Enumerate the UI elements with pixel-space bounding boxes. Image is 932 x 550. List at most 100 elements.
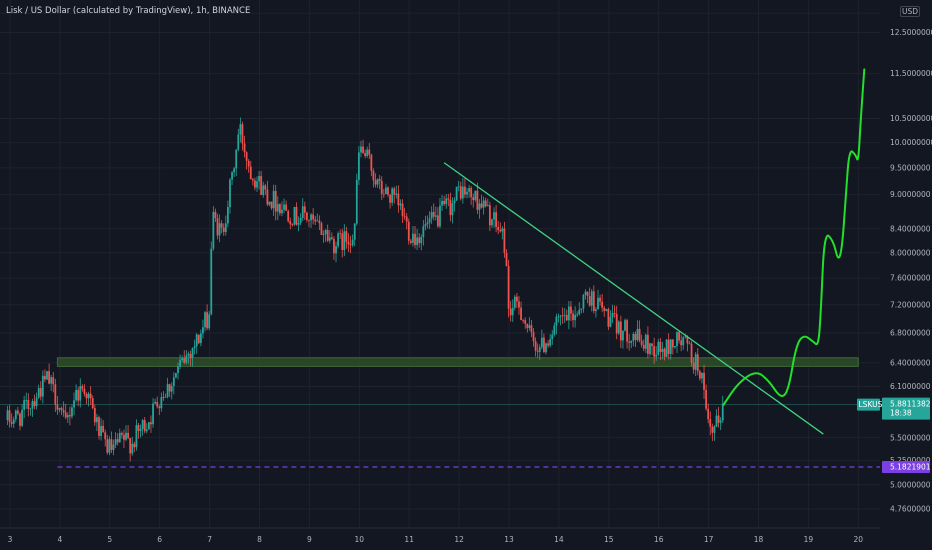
candle-body (152, 403, 154, 425)
candle-body (66, 415, 69, 418)
projection-path[interactable] (722, 68, 866, 406)
candle-body (44, 375, 46, 380)
candle-body (343, 231, 346, 250)
symbol-tag-label: LSKUSD (859, 400, 889, 409)
candle-body (17, 410, 19, 414)
candle-body (62, 410, 65, 413)
candle-body (382, 193, 385, 195)
candle-body (328, 237, 331, 241)
candle-body (71, 407, 73, 417)
candle-body (592, 291, 595, 312)
time-tick-label: 13 (504, 535, 514, 544)
candles-layer (6, 117, 724, 462)
candle-body (653, 346, 656, 357)
chart-title: Lisk / US Dollar (calculated by TradingV… (6, 6, 251, 16)
candle-body (73, 400, 75, 408)
candle-body (102, 425, 105, 433)
candle-body (306, 212, 308, 220)
candle-body (370, 154, 373, 171)
candle-body (657, 341, 660, 355)
drawings-layer (57, 68, 880, 468)
candle-body (701, 372, 703, 379)
candle-body (399, 203, 402, 206)
candle-body (222, 227, 225, 233)
candle-body (81, 386, 84, 389)
candle-body (493, 212, 495, 220)
candle-body (661, 348, 664, 353)
candle-body (37, 388, 40, 398)
time-tick-label: 16 (654, 535, 664, 544)
candle-body (260, 175, 263, 196)
candle-body (499, 230, 502, 232)
candle-body (563, 315, 566, 316)
candle-body (58, 408, 61, 410)
price-axis[interactable]: 12.5000000 11.5000000 10.5000000 10.0000000… (880, 0, 932, 550)
candle-body (249, 166, 252, 180)
support-zone-rect[interactable] (56, 357, 859, 367)
currency-unit-button[interactable]: USD (900, 6, 920, 17)
candle-body (141, 420, 144, 430)
candle-body (385, 187, 387, 195)
candle-body (719, 420, 722, 423)
candle-body (191, 348, 194, 358)
candle-body (54, 384, 57, 405)
descending-trendline[interactable] (443, 162, 824, 435)
candle-body (584, 291, 587, 295)
candle-body (678, 332, 680, 341)
candle-body (663, 348, 666, 357)
price-tick-label: 10.5000000 (890, 114, 932, 123)
candle-body (237, 134, 240, 150)
time-axis[interactable]: 3 4 5 6 7 8 9 10 11 12 13 14 15 16 17 18 19 20 (0, 527, 932, 550)
candle-body (684, 336, 687, 338)
price-tick-label: 8.0000000 (890, 248, 931, 257)
candle-body (688, 343, 691, 345)
candle-body (93, 407, 96, 423)
candle-body (125, 432, 127, 440)
candle-body (193, 346, 196, 349)
candle-body (638, 328, 641, 341)
candle-body (696, 354, 699, 372)
candle-body (505, 252, 508, 267)
candle-body (482, 200, 485, 208)
candle-body (322, 234, 325, 236)
candle-body (368, 149, 371, 155)
candle-body (534, 341, 537, 351)
candle-body (565, 315, 568, 321)
candle-body (605, 309, 608, 311)
candle-body (123, 434, 125, 440)
candle-body (397, 193, 400, 206)
candle-body (447, 198, 450, 200)
candle-body (441, 200, 443, 206)
candle-body (35, 397, 38, 407)
candle-body (491, 219, 493, 226)
candle-body (68, 415, 71, 417)
candle-body (434, 215, 437, 217)
candle-body (258, 175, 260, 182)
candle-body (110, 439, 113, 451)
candle-body (347, 241, 350, 245)
candle-body (551, 334, 554, 340)
candle-body (175, 373, 177, 378)
candle-body (303, 206, 306, 213)
candle-body (335, 246, 337, 254)
candle-body (243, 143, 246, 153)
candle-body (590, 291, 593, 306)
candle-body (655, 354, 658, 357)
price-axis-background (880, 0, 932, 550)
candle-body (314, 219, 317, 222)
candle-body (692, 362, 695, 370)
candle-body (154, 401, 157, 404)
candle-body (665, 339, 668, 357)
candle-body (291, 224, 294, 225)
candle-body (407, 221, 410, 241)
candle-body (337, 233, 339, 247)
candle-body (543, 337, 545, 353)
candle-body (497, 227, 500, 231)
candle-body (60, 408, 63, 411)
candle-body (23, 400, 26, 410)
candle-body (513, 296, 516, 308)
candle-body (470, 188, 473, 198)
candle-body (287, 210, 290, 222)
